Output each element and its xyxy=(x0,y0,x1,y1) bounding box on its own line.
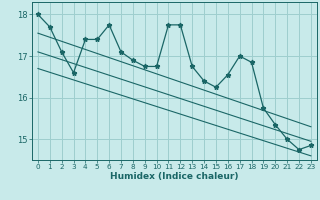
X-axis label: Humidex (Indice chaleur): Humidex (Indice chaleur) xyxy=(110,172,239,181)
